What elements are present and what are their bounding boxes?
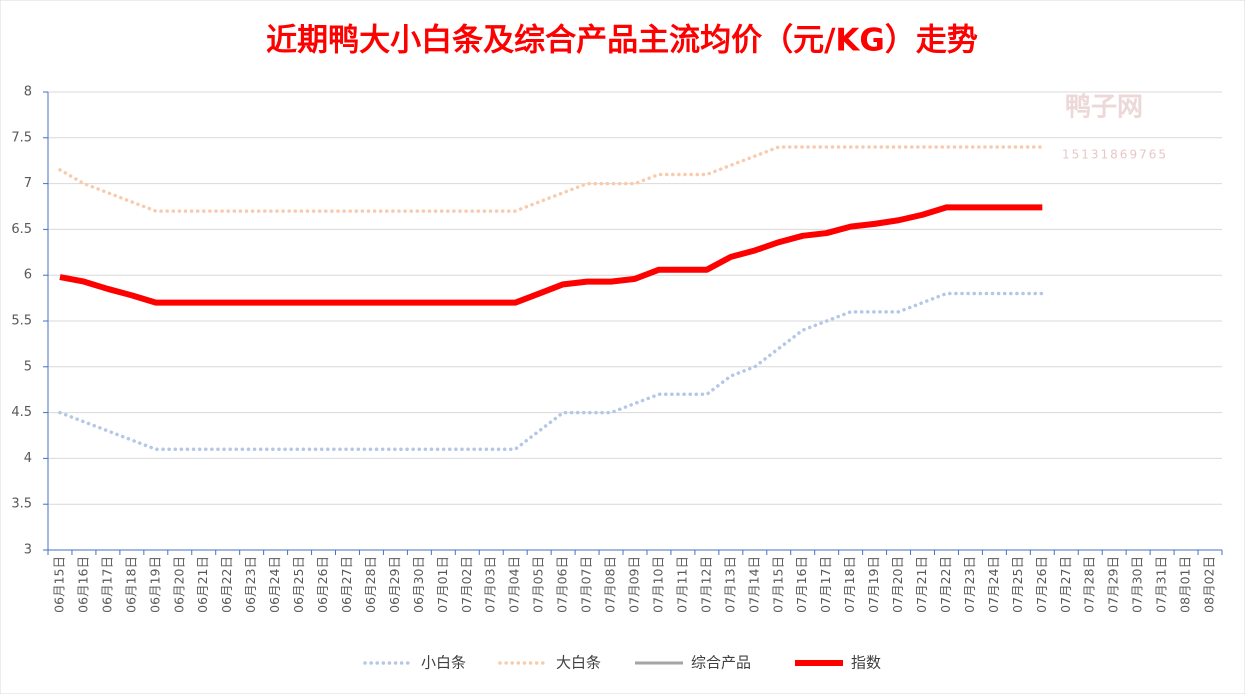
y-tick-label: 8 — [24, 85, 32, 100]
x-tick-label: 06月23日 — [243, 556, 258, 613]
x-tick-label: 07月29日 — [1106, 556, 1121, 613]
x-tick-label: 06月21日 — [195, 556, 210, 613]
x-tick-label: 06月30日 — [411, 556, 426, 613]
y-tick-label: 6.5 — [11, 222, 32, 237]
x-tick-label: 07月09日 — [627, 556, 642, 613]
x-tick-label: 07月28日 — [1082, 556, 1097, 613]
x-tick-label: 06月24日 — [267, 556, 282, 613]
x-tick-label: 07月19日 — [866, 556, 881, 613]
x-tick-label: 07月05日 — [531, 556, 546, 613]
y-tick-label: 5.5 — [11, 314, 32, 329]
x-tick-label: 07月22日 — [938, 556, 953, 613]
x-tick-label: 07月13日 — [722, 556, 737, 613]
x-tick-label: 06月15日 — [51, 556, 66, 613]
y-tick-label: 3.5 — [11, 497, 32, 512]
x-tick-label: 07月31日 — [1154, 556, 1169, 613]
y-tick-label: 7.5 — [11, 130, 32, 145]
x-tick-label: 06月17日 — [99, 556, 114, 613]
x-tick-label: 07月14日 — [746, 556, 761, 613]
x-tick-label: 06月28日 — [363, 556, 378, 613]
series-line — [58, 291, 1045, 451]
x-tick-label: 06月16日 — [75, 556, 90, 613]
x-tick-label: 06月22日 — [219, 556, 234, 613]
x-tick-label: 06月20日 — [171, 556, 186, 613]
y-tick-label: 6 — [24, 268, 32, 283]
x-tick-label: 07月26日 — [1034, 556, 1049, 613]
x-tick-label: 06月27日 — [339, 556, 354, 613]
x-tick-label: 07月25日 — [1010, 556, 1025, 613]
x-tick-label: 07月03日 — [483, 556, 498, 613]
x-tick-label: 06月19日 — [147, 556, 162, 613]
x-tick-label: 07月07日 — [579, 556, 594, 613]
x-tick-label: 07月15日 — [770, 556, 785, 613]
chart-title: 近期鸭大小白条及综合产品主流均价（元/KG）走势 — [266, 23, 978, 59]
legend-label: 综合产品 — [691, 654, 751, 672]
watermark-phone: 15131869765 — [1062, 148, 1168, 162]
x-tick-label: 07月30日 — [1130, 556, 1145, 613]
y-tick-label: 3 — [24, 543, 32, 558]
x-tick-label: 07月27日 — [1058, 556, 1073, 613]
x-tick-label: 07月24日 — [986, 556, 1001, 613]
x-tick-label: 07月17日 — [818, 556, 833, 613]
watermark: 鸭子网 — [1065, 93, 1143, 123]
x-tick-label: 07月08日 — [603, 556, 618, 613]
x-tick-label: 07月11日 — [674, 556, 689, 613]
y-tick-label: 5 — [24, 359, 32, 374]
series-line — [59, 204, 1043, 306]
x-tick-label: 07月10日 — [650, 556, 665, 613]
x-tick-label: 06月18日 — [123, 556, 138, 613]
x-tick-label: 07月06日 — [555, 556, 570, 613]
x-tick-label: 07月16日 — [794, 556, 809, 613]
legend-label: 指数 — [851, 654, 881, 672]
y-tick-label: 4.5 — [11, 405, 32, 420]
x-tick-label: 08月02日 — [1202, 556, 1217, 613]
x-tick-label: 07月12日 — [698, 556, 713, 613]
legend-label: 小白条 — [421, 654, 466, 672]
x-tick-label: 07月01日 — [435, 556, 450, 613]
x-tick-label: 07月20日 — [890, 556, 905, 613]
x-tick-label: 06月26日 — [315, 556, 330, 613]
x-tick-label: 07月04日 — [507, 556, 522, 613]
x-tick-label: 06月29日 — [387, 556, 402, 613]
x-tick-label: 06月25日 — [291, 556, 306, 613]
legend-label: 大白条 — [556, 654, 601, 672]
x-tick-label: 07月23日 — [962, 556, 977, 613]
x-tick-label: 08月01日 — [1178, 556, 1193, 613]
x-tick-label: 07月18日 — [842, 556, 857, 613]
series-line — [58, 145, 1045, 213]
x-tick-label: 07月21日 — [914, 556, 929, 613]
y-tick-label: 4 — [24, 451, 32, 466]
y-tick-label: 7 — [24, 176, 32, 191]
x-tick-label: 07月02日 — [459, 556, 474, 613]
